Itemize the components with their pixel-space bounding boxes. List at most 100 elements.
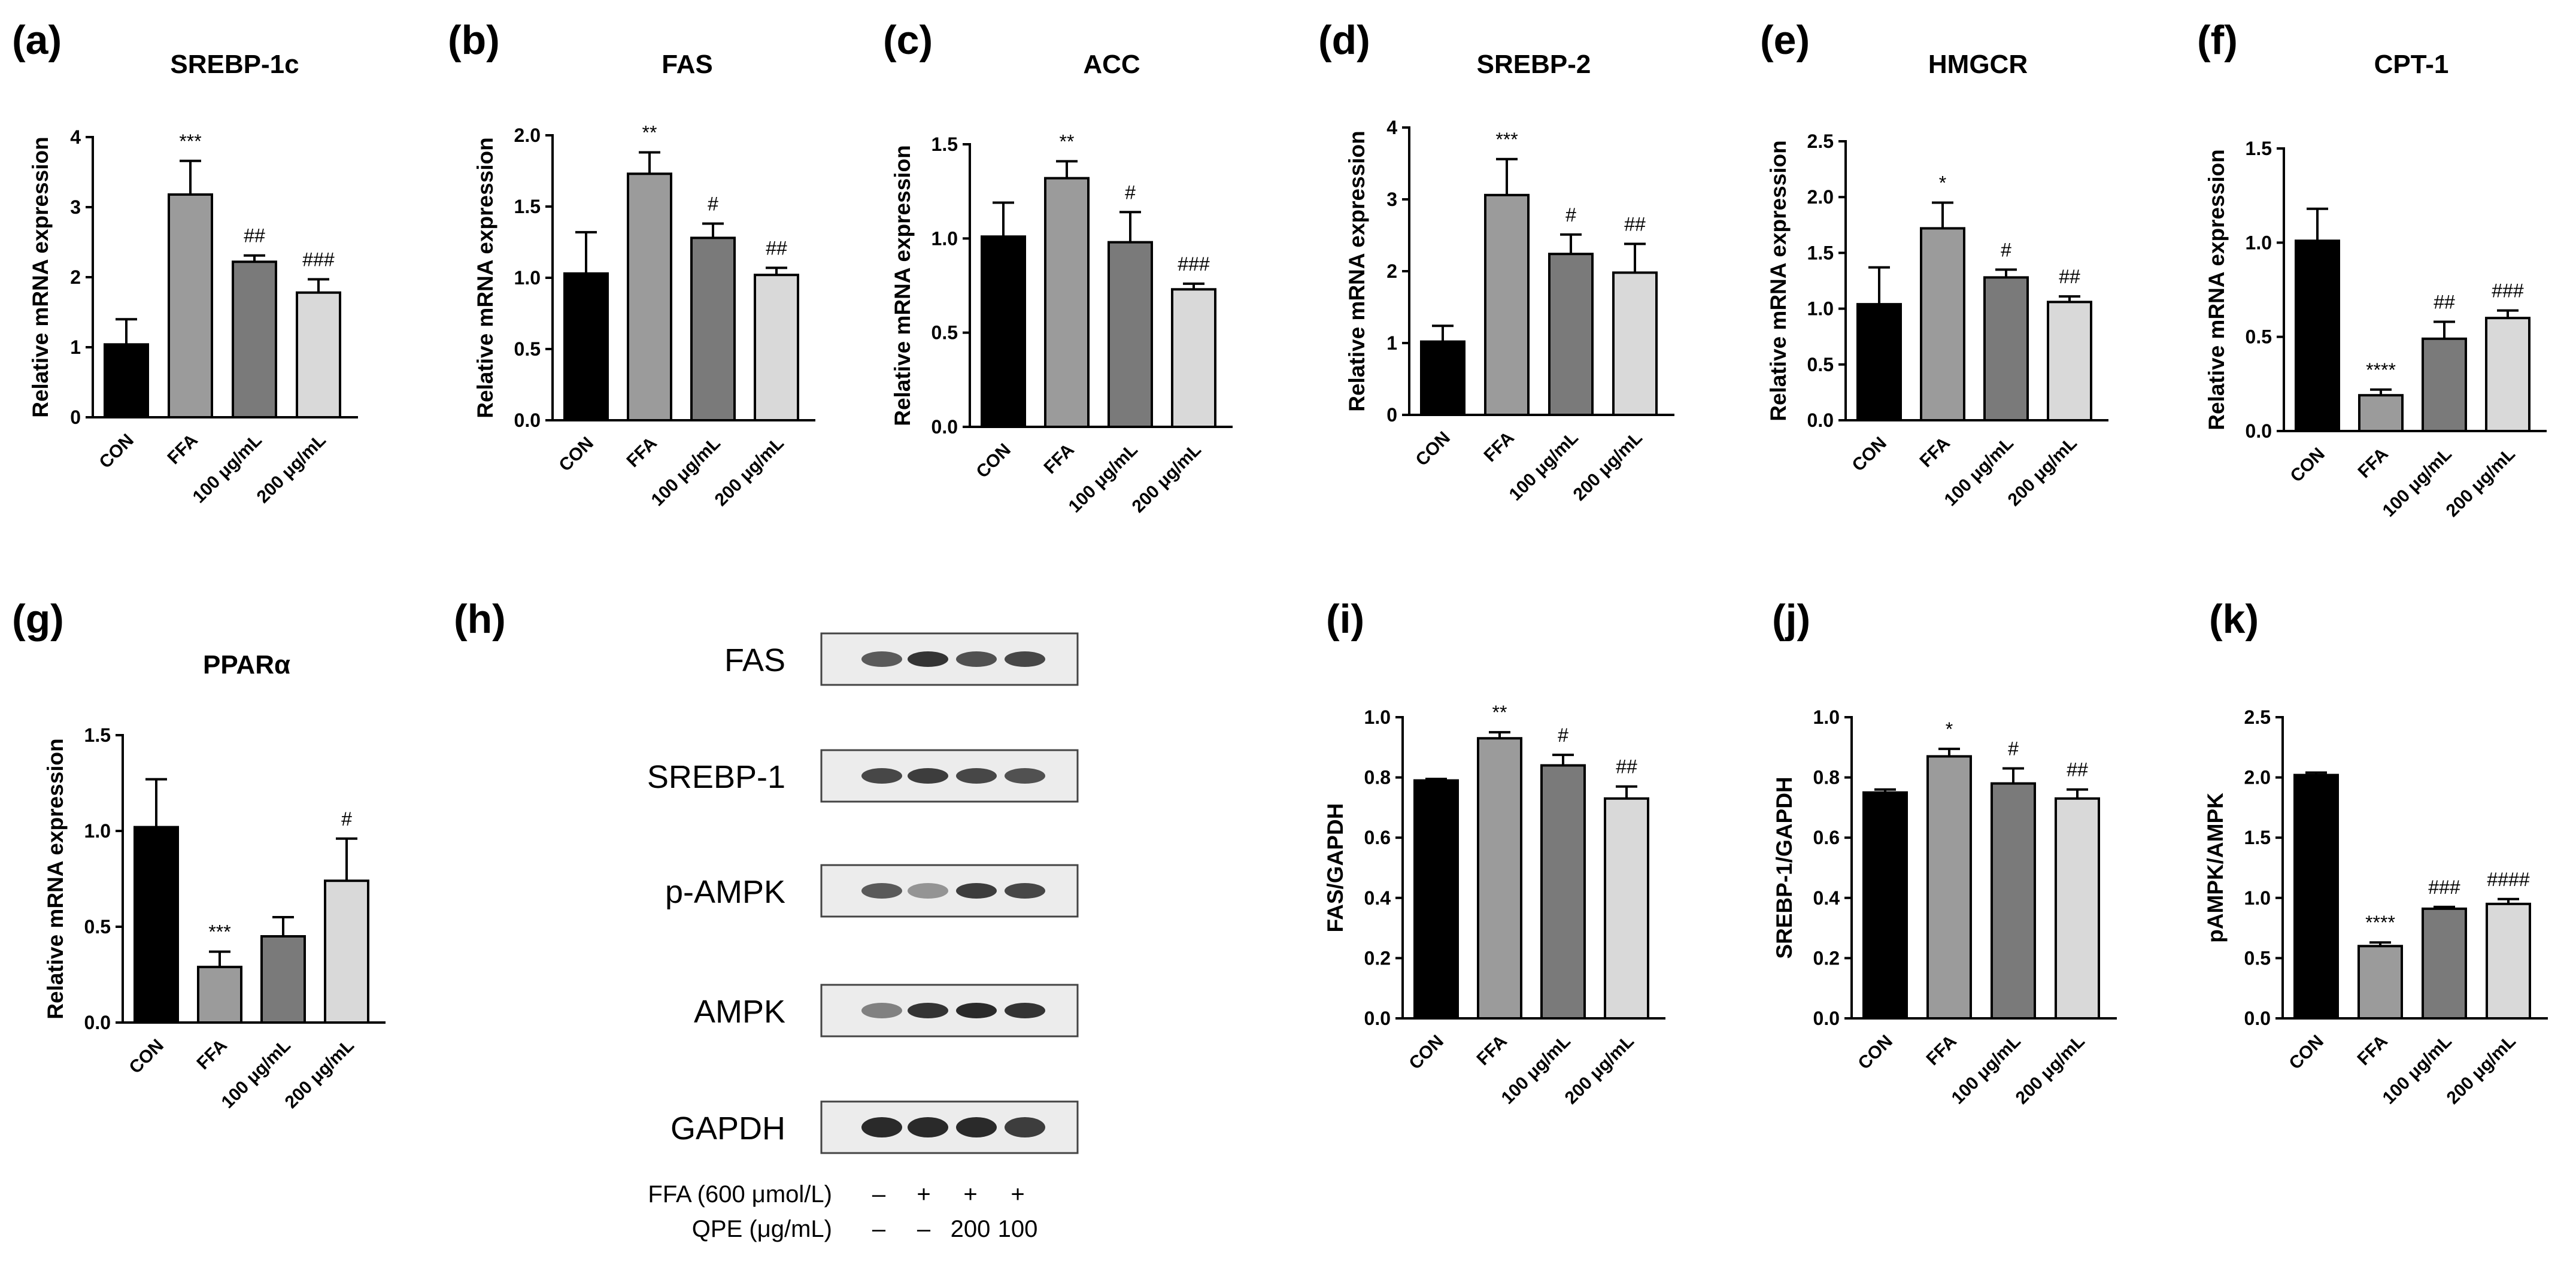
blot-band [861, 768, 902, 784]
treatment-label: FFA (600 μmol/L) [648, 1181, 832, 1208]
significance-label: ** [642, 122, 657, 144]
bar-200-g-ml [2486, 902, 2531, 1020]
y-tick-label: 1.5 [514, 196, 541, 217]
bar-100-g-ml [1548, 253, 1594, 416]
y-tick-label: 0.0 [932, 416, 958, 438]
y-tick-label: 1.5 [84, 724, 111, 746]
significance-label: ## [244, 225, 265, 247]
treatment-row: FFA (600 μmol/L) – + + + [648, 1181, 1024, 1208]
bar-con [2293, 773, 2339, 1020]
y-tick-label: 0.0 [2246, 420, 2272, 442]
y-axis-label: Relative mRNA expression [890, 145, 915, 426]
blot-rows: FAS SREBP-1 p-AMPK AMPK GAPDH [647, 632, 1079, 1154]
treatment-value: – [917, 1216, 931, 1242]
bar-200-g-ml [2055, 797, 2100, 1020]
significance-label: # [2008, 738, 2019, 760]
y-tick-label: 0.0 [514, 409, 541, 431]
y-tick-label: 1.5 [2244, 827, 2271, 848]
y-axis-label: Relative mRNA expression [1766, 140, 1791, 421]
chart-title: SREBP-2 [1477, 50, 1591, 79]
y-tick-label: 0.5 [932, 322, 958, 344]
bar-200-g-ml [754, 274, 799, 421]
significance-label: # [341, 808, 352, 830]
y-tick-label: 0.6 [1364, 827, 1391, 848]
bar-ffa [1044, 177, 1090, 428]
y-tick-label: 1.0 [1813, 706, 1840, 728]
bar-100-g-ml [2422, 907, 2467, 1020]
treatment-row: QPE (μg/mL) – –200 100 [692, 1216, 1038, 1242]
treatment-label: QPE (μg/mL) [692, 1216, 832, 1242]
y-tick-label: 0.2 [1813, 947, 1840, 969]
y-tick-label: 1 [70, 336, 81, 358]
blot-band-label: p-AMPK [665, 874, 785, 910]
y-tick-label: 0 [70, 407, 81, 428]
blot-row-ampk: AMPK [694, 984, 1079, 1038]
panel-letter: (f) [2197, 17, 2238, 63]
panel-letter: (k) [2209, 596, 2259, 642]
significance-label: **** [2365, 912, 2395, 933]
y-axis-label: Relative mRNA expression [473, 137, 497, 418]
blot-band [1005, 1117, 1045, 1137]
y-axis-label: FAS/GAPDH [1323, 803, 1348, 933]
panel-letter: (i) [1326, 596, 1364, 642]
y-tick-label: 1.0 [84, 820, 111, 842]
blot-band [861, 651, 902, 667]
significance-label: ## [2059, 266, 2080, 287]
treatment-value: + [917, 1181, 930, 1208]
significance-label: #### [2487, 869, 2529, 890]
y-tick-label: 0.5 [2244, 947, 2271, 969]
bar-200-g-ml [296, 291, 341, 418]
blot-band [908, 1003, 948, 1018]
y-tick-label: 0.2 [1364, 947, 1391, 969]
bar-100-g-ml [1991, 782, 2036, 1020]
bar-200-g-ml [2485, 317, 2531, 433]
bar-ffa [2357, 945, 2403, 1020]
y-tick-label: 2.0 [514, 125, 541, 146]
significance-label: *** [208, 921, 230, 943]
y-axis-label: Relative mRNA expression [2204, 149, 2229, 430]
y-tick-label: 2.5 [2244, 706, 2271, 728]
y-tick-label: 1.0 [514, 267, 541, 289]
panel-letter-h: (h) [454, 596, 506, 642]
blot-band-label: FAS [724, 642, 785, 678]
blot-band [1005, 1003, 1045, 1018]
y-tick-label: 2.0 [1807, 186, 1834, 208]
y-tick-label: 0 [1386, 404, 1397, 426]
bar-200-g-ml [1604, 797, 1649, 1020]
panel-letter: (a) [12, 17, 62, 63]
y-tick-label: 0.0 [84, 1012, 111, 1033]
chart-title: ACC [1083, 50, 1140, 79]
blot-band [861, 1117, 902, 1137]
panel-letter: (e) [1760, 17, 1810, 63]
blot-row-srebp-1: SREBP-1 [647, 749, 1079, 803]
bar-con [1420, 340, 1466, 416]
y-tick-label: 2.0 [2244, 767, 2271, 788]
y-axis-label: SREBP-1/GAPDH [1772, 776, 1797, 958]
y-tick-label: 0.5 [514, 338, 541, 360]
y-tick-label: 1 [1386, 332, 1397, 354]
blot-row-p-ampk: p-AMPK [665, 864, 1079, 918]
treatment-value: + [963, 1181, 977, 1208]
chart-title: HMGCR [1928, 50, 2028, 79]
bar-con [1862, 791, 1908, 1020]
treatment-value: – [872, 1216, 886, 1242]
y-axis-label: Relative mRNA expression [28, 136, 53, 418]
significance-label: # [1558, 724, 1568, 746]
bar-con [563, 272, 609, 421]
y-tick-label: 0.4 [1813, 887, 1840, 909]
treatment-value: + [1011, 1181, 1024, 1208]
blot-band [908, 768, 948, 784]
y-tick-label: 3 [1386, 189, 1397, 210]
significance-label: ## [2067, 759, 2088, 781]
chart-title: CPT-1 [2374, 50, 2449, 79]
blot-band [908, 651, 948, 667]
y-tick-label: 0.8 [1813, 767, 1840, 788]
y-tick-label: 0.6 [1813, 827, 1840, 848]
bar-100-g-ml [2422, 337, 2467, 433]
bar-ffa [2358, 394, 2404, 432]
significance-label: * [1939, 172, 1946, 194]
significance-label: * [1946, 718, 1953, 740]
significance-label: ** [1060, 131, 1075, 152]
significance-label: ### [302, 249, 335, 271]
y-tick-label: 2.5 [1807, 131, 1834, 152]
